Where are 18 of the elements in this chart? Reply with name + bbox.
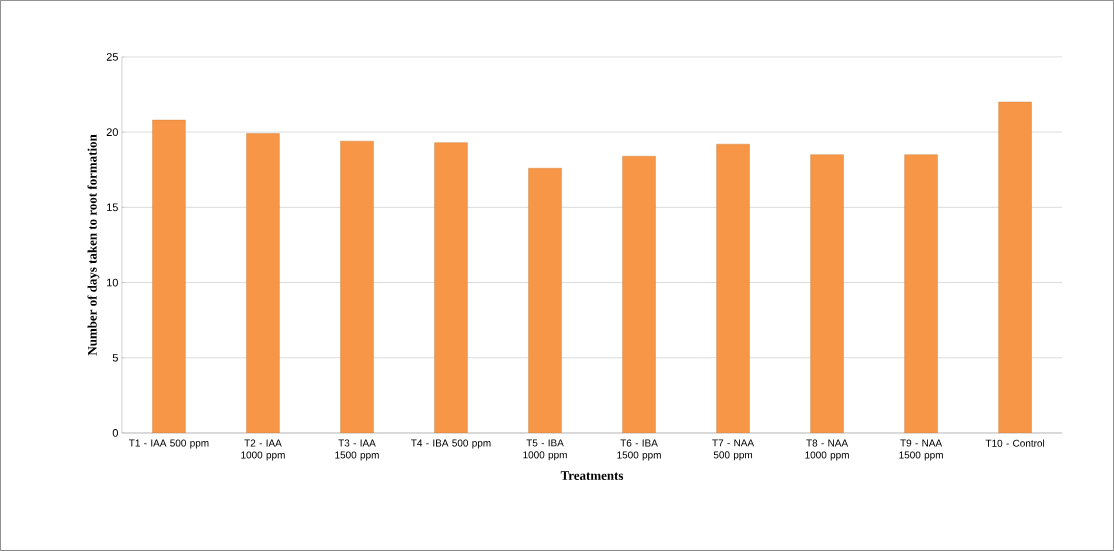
x-tick-label: T2 - IAA 1000 ppm — [241, 439, 285, 461]
x-tick-label: T5 - IBA 1000 ppm — [523, 439, 567, 461]
y-axis-title: Number of days taken to root formation — [87, 134, 100, 356]
y-tick-label: 10 — [107, 278, 118, 287]
x-axis-title: Treatments — [560, 471, 624, 480]
y-tick-label: 0 — [112, 429, 118, 437]
x-tick-label: T1 - IAA 500 ppm — [129, 439, 209, 449]
x-tick-label: T6 - IBA 1500 ppm — [617, 439, 661, 461]
x-tick-label: T9 - NAA 1500 ppm — [899, 439, 943, 461]
x-tick-label: T3 - IAA 1500 ppm — [335, 439, 379, 461]
y-tick-label: 5 — [112, 353, 118, 362]
x-tick-label: T7 - NAA 500 ppm — [712, 439, 755, 461]
x-tick-label: T8 - NAA 1000 ppm — [805, 439, 849, 461]
y-tick-label: 15 — [107, 203, 118, 212]
x-tick-label: T4 - IBA 500 ppm — [411, 439, 491, 449]
x-tick-label: T10 - Control — [985, 439, 1045, 447]
y-tick-label: 20 — [106, 128, 118, 137]
y-tick-label: 25 — [106, 53, 118, 61]
